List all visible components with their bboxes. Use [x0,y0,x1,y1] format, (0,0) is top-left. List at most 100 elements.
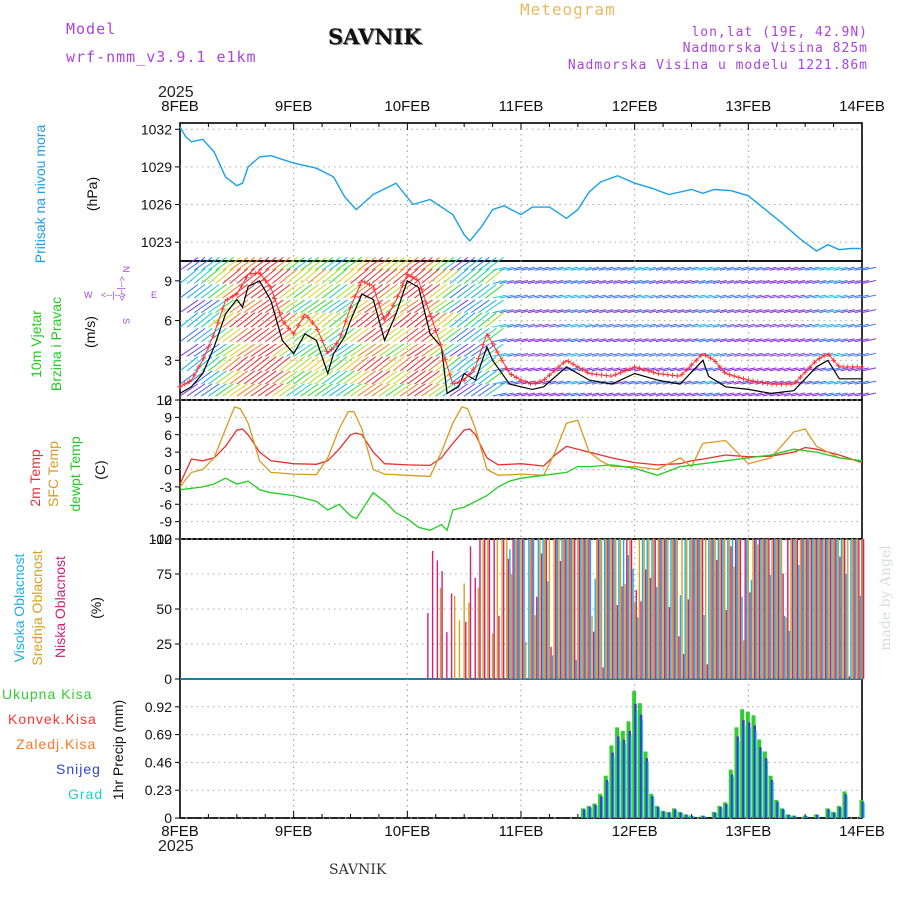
wind-barb [513,323,529,328]
wind-barb [705,294,720,299]
wind-barb [527,294,543,299]
wind-barb [250,268,270,284]
wind-barb [520,309,536,314]
wind-barb [215,343,234,357]
wind-barb [591,309,607,314]
wind-barb [307,312,327,328]
wind-gust-marker [286,325,292,331]
wind-gust-marker [310,320,316,326]
wind-gust-marker [570,361,576,367]
wind-barb [407,327,426,343]
wind-barb [243,312,263,328]
wind-barb [229,299,249,314]
wind-barb [556,338,571,343]
wind-barb [300,383,320,397]
wind-barb [705,280,720,284]
wind-barb [655,323,671,328]
precip-snow-bar [656,807,660,818]
wind-barb [620,309,635,314]
wind-gust-marker [523,379,529,385]
wind-barb [726,294,742,299]
wind-barb [691,323,706,328]
wind-barb [833,392,848,397]
wind-barb [826,380,841,385]
wind-barb [215,383,234,397]
temp-ytick-label: 9 [164,409,172,425]
wind-barb [563,266,578,271]
cloud-ytick-label: 100 [149,531,173,547]
wind-barb [662,367,678,372]
model-name: wrf-nmm_v3.9.1 e1km [66,48,257,66]
precip-snow-bar [719,807,722,818]
wind-barb [307,268,327,284]
precip-grad-bar [749,727,752,818]
wind-gust-marker [513,374,519,380]
wind-gust-marker [840,364,846,370]
wind-barb [549,280,564,284]
wind-gust-marker [338,332,344,338]
wind-barb [648,294,663,299]
wind-barb [734,280,749,284]
compass-s: S [121,318,131,324]
wind-barb [563,352,578,357]
wind-barb [378,343,398,357]
wind-barb [371,383,391,397]
wind-gust-marker [205,344,211,350]
precip-snow-bar [816,814,819,818]
wind-barb [357,327,376,343]
wind-barb [463,312,483,328]
wind-barb [790,309,806,314]
precip-snow-bar [861,801,864,818]
wind-barb [378,299,398,314]
wind-barb [201,283,220,299]
wind-barb [407,312,426,328]
wind-barb [385,268,405,284]
wind-gust-marker [475,356,481,362]
wind-barb [485,257,504,271]
wind-barb [243,283,263,299]
wind-barb [499,309,514,314]
precip-grad-bar [704,815,706,818]
wind-gust-marker [404,271,410,277]
wind-barb [215,312,234,328]
wind-gust-marker [622,368,628,374]
wind-barb [378,257,398,271]
wind-barb [584,266,600,271]
wind-barb [456,312,476,328]
wind-barb [520,392,536,397]
wind-gust-marker [726,372,732,378]
wind-gust-marker [646,368,652,374]
wind-barb [321,327,341,343]
precip-grad-bar [641,720,644,818]
wind-barb [797,309,813,314]
wind-barb [790,323,806,328]
precip-snow-bar [605,779,609,818]
wind-barb [257,370,277,385]
wind-barb [336,257,355,271]
wind-barb [414,343,433,357]
wind-barb [613,380,628,385]
wind-barb [677,323,692,328]
wind-barb [570,280,585,284]
wind-barb [627,266,642,271]
wind-barb [179,299,199,314]
precip-grad-bar [585,809,587,818]
wind-barb [719,380,735,385]
wind-barb [634,294,649,299]
wind-barb [392,370,412,385]
wind-barb [499,392,514,397]
wind-gust-marker [423,300,429,306]
wind-barb [748,266,763,271]
wind-barb [861,367,877,372]
wind-barb [364,370,384,385]
wind-barb [392,312,412,328]
wind-barb [755,294,770,299]
pressure-ytick-label: 1026 [141,197,172,213]
wind-gust-marker [651,369,657,375]
wind-barb [776,367,791,372]
wind-barb [485,268,504,284]
wind-barb [591,392,607,397]
wind-barb [599,294,614,299]
wind-barb [783,280,798,284]
wind-barb [712,280,727,284]
